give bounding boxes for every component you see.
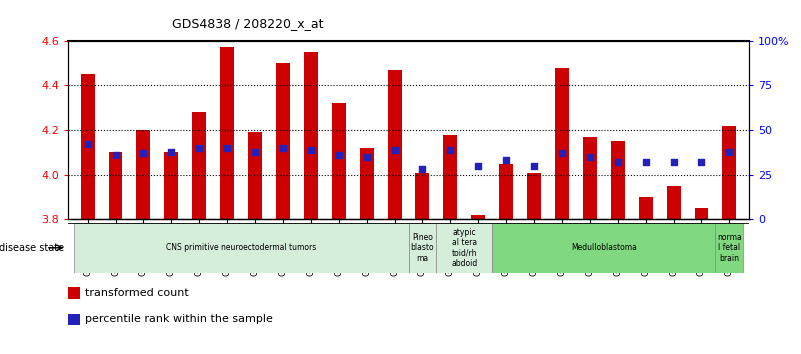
Bar [611, 141, 625, 219]
Point [500, 158, 513, 163]
Point [388, 147, 401, 153]
Point [109, 152, 122, 158]
Bar [723, 126, 736, 219]
Bar [276, 63, 290, 219]
Point [528, 163, 541, 169]
Point [193, 145, 206, 151]
Bar [388, 70, 401, 219]
Point [416, 167, 429, 172]
Bar [68, 314, 80, 325]
Point [165, 149, 178, 154]
Text: Medulloblastoma: Medulloblastoma [571, 243, 637, 252]
Text: percentile rank within the sample: percentile rank within the sample [85, 314, 273, 325]
Point [360, 154, 373, 160]
Bar [694, 208, 708, 219]
Bar [68, 287, 80, 299]
Point [444, 147, 457, 153]
Text: CNS primitive neuroectodermal tumors: CNS primitive neuroectodermal tumors [166, 243, 316, 252]
Point [583, 154, 596, 160]
Bar [220, 47, 234, 219]
Bar [360, 148, 373, 219]
Bar [444, 135, 457, 219]
Bar [304, 52, 318, 219]
Text: disease state: disease state [0, 243, 64, 253]
Point [611, 159, 624, 165]
Point [276, 145, 289, 151]
Bar [471, 215, 485, 219]
Bar [555, 68, 569, 219]
Point [221, 145, 234, 151]
Bar [74, 223, 409, 273]
Point [472, 163, 485, 169]
Text: atypic
al tera
toid/rh
abdoid: atypic al tera toid/rh abdoid [451, 228, 477, 268]
Text: Pineo
blasto
ma: Pineo blasto ma [411, 233, 434, 263]
Bar [409, 223, 437, 273]
Bar [192, 112, 206, 219]
Text: transformed count: transformed count [85, 288, 189, 298]
Bar [248, 132, 262, 219]
Bar [81, 74, 95, 219]
Bar [437, 223, 493, 273]
Bar [416, 172, 429, 219]
Bar [638, 197, 653, 219]
Bar [493, 223, 715, 273]
Point [639, 159, 652, 165]
Bar [136, 130, 151, 219]
Bar [715, 223, 743, 273]
Point [81, 142, 94, 147]
Text: norma
l fetal
brain: norma l fetal brain [717, 233, 742, 263]
Point [304, 147, 317, 153]
Point [248, 149, 261, 154]
Bar [499, 164, 513, 219]
Point [667, 159, 680, 165]
Point [723, 149, 736, 154]
Point [556, 150, 569, 156]
Point [137, 150, 150, 156]
Text: GDS4838 / 208220_x_at: GDS4838 / 208220_x_at [172, 17, 324, 30]
Point [332, 152, 345, 158]
Bar [666, 186, 681, 219]
Bar [583, 137, 597, 219]
Bar [109, 153, 123, 219]
Bar [527, 172, 541, 219]
Bar [332, 103, 346, 219]
Bar [164, 153, 179, 219]
Point [695, 159, 708, 165]
